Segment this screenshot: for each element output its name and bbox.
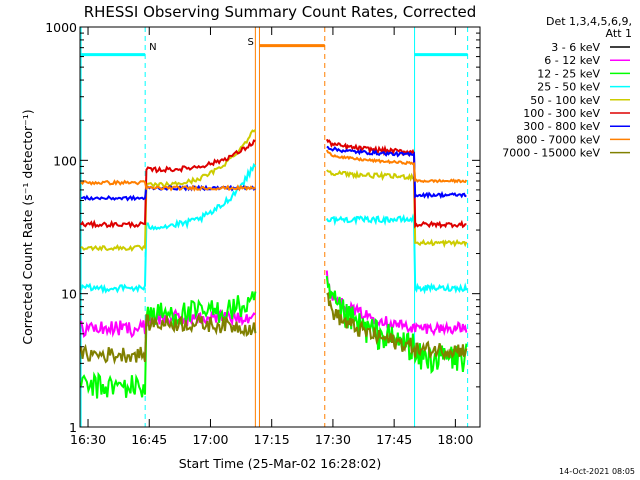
series-line-4 xyxy=(80,129,257,253)
y-tick-label: 1 xyxy=(69,420,77,435)
y-tick-label: 1000 xyxy=(45,20,77,35)
x-axis: 16:30 16:45 17:00 17:15 17:30 17:45 18:00 xyxy=(70,27,473,447)
legend-label: 7000 - 15000 keV xyxy=(502,147,600,160)
series-line-3 xyxy=(80,162,257,295)
legend-header: Det 1,3,4,5,6,9, xyxy=(546,15,632,28)
y-axis-label: Corrected Count Rate (s⁻¹ detector⁻¹) xyxy=(20,109,35,344)
legend-label: 25 - 50 keV xyxy=(537,81,600,94)
legend-label: 100 - 300 keV xyxy=(523,107,600,120)
series-line-7 xyxy=(325,149,468,184)
series-8 xyxy=(80,291,468,365)
legend-label: 3 - 6 keV xyxy=(551,41,600,54)
series-5 xyxy=(80,138,467,230)
x-tick-label: 17:30 xyxy=(315,432,351,447)
legend-label: 300 - 800 keV xyxy=(523,120,600,133)
y-tick-label: 10 xyxy=(61,287,77,302)
night-label: N xyxy=(149,42,156,53)
series-line-8 xyxy=(80,313,257,365)
legend-label: 800 - 7000 keV xyxy=(516,133,600,146)
x-tick-label: 16:45 xyxy=(131,432,167,447)
x-tick-label: 17:45 xyxy=(376,432,412,447)
legend-label: 50 - 100 keV xyxy=(530,94,600,107)
series-line-6 xyxy=(326,145,467,200)
series-line-3 xyxy=(325,213,468,295)
saa-label: S xyxy=(247,37,253,48)
x-axis-label: Start Time (25-Mar-02 16:28:02) xyxy=(179,456,382,471)
series-7 xyxy=(80,149,468,192)
y-tick-label: 100 xyxy=(53,153,77,168)
plot-frame xyxy=(79,26,481,428)
series-3 xyxy=(80,162,468,295)
x-tick-label: 17:00 xyxy=(192,432,228,447)
x-tick-label: 16:30 xyxy=(70,432,106,447)
y-axis: 1 10 100 1000 xyxy=(45,20,480,435)
series-line-7 xyxy=(80,179,257,192)
legend-label: 12 - 25 keV xyxy=(537,67,600,80)
series-line-5 xyxy=(80,139,256,230)
series-line-5 xyxy=(325,138,467,229)
legend-label: 6 - 12 keV xyxy=(544,54,600,67)
x-tick-label: 18:00 xyxy=(437,432,473,447)
timestamp: 14-Oct-2021 08:05 xyxy=(559,467,635,476)
series-line-8 xyxy=(326,291,468,362)
chart-title: RHESSI Observing Summary Count Rates, Co… xyxy=(84,3,477,21)
series-4 xyxy=(80,129,468,253)
series-line-4 xyxy=(326,169,468,249)
legend-header: Att 1 xyxy=(606,27,632,40)
x-tick-label: 17:15 xyxy=(254,432,290,447)
